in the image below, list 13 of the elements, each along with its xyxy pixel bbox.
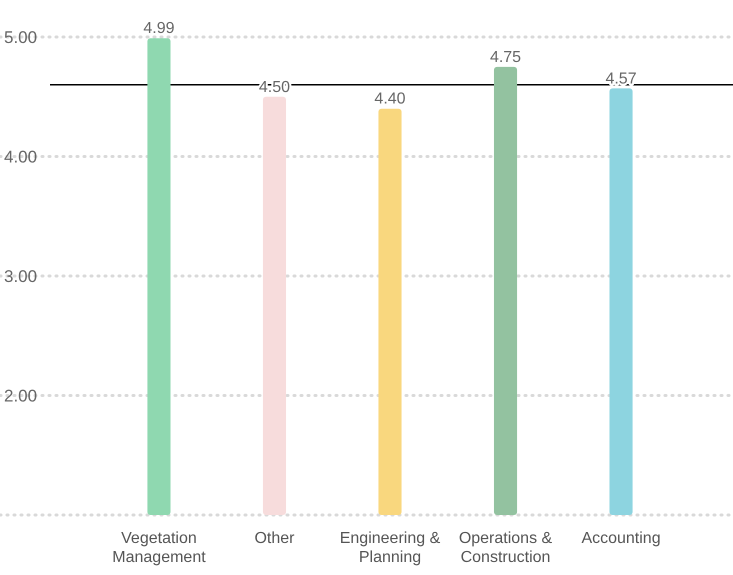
data-label: 4.40 [374,90,406,108]
x-tick-label: Operations & Construction [458,530,553,566]
x-tick-label: Accounting [581,530,661,547]
y-tick-label: 4.00 [4,147,38,166]
y-tick-label: 5.00 [4,28,38,47]
x-tick-label: Other [254,530,296,547]
x-tick-label: Vegetation Management [112,530,206,566]
y-tick-label: 2.00 [4,386,38,406]
data-label: 4.99 [143,20,175,38]
data-label: 4.75 [490,48,522,66]
y-tick-label: 3.00 [4,266,38,286]
x-tick-label: Engineering & Planning [340,530,441,566]
data-label: 4.57 [605,70,637,88]
